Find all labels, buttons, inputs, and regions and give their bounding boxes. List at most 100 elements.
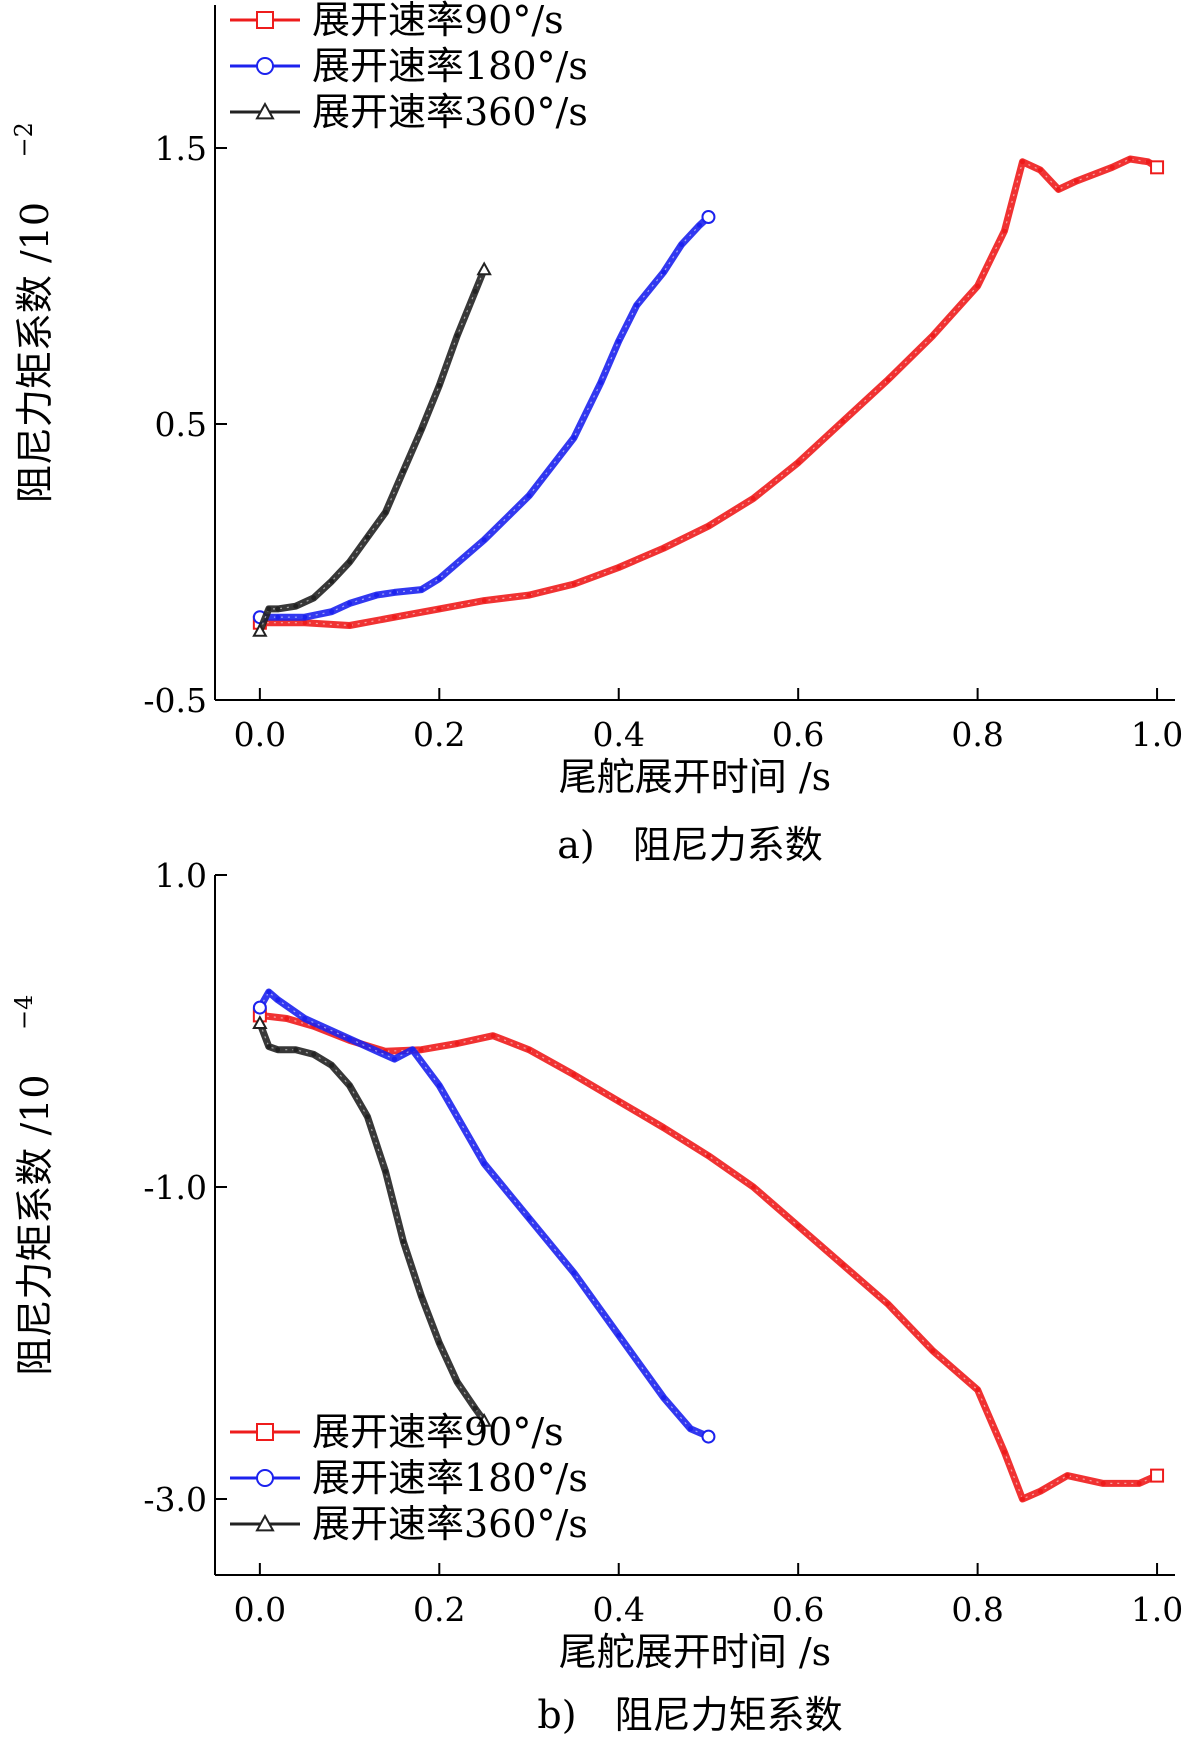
data-point (302, 620, 308, 626)
data-point (481, 1161, 487, 1167)
data-point (1037, 1488, 1043, 1494)
series-line (256, 265, 488, 635)
data-point (284, 1016, 290, 1022)
data-point (311, 1051, 317, 1057)
y-tick-label: 1.5 (155, 129, 207, 168)
triangle-marker (255, 101, 275, 120)
data-point (571, 1072, 577, 1078)
data-point (436, 576, 442, 582)
x-tick-label: 0.0 (234, 715, 286, 754)
data-point (1100, 1480, 1106, 1486)
data-point (436, 606, 442, 612)
data-point (1136, 1480, 1142, 1486)
square-marker (1150, 160, 1165, 175)
data-point (418, 1047, 424, 1053)
data-point (418, 427, 424, 433)
legend-item: 展开速率360°/s (230, 1502, 588, 1546)
data-point (400, 468, 406, 474)
data-point (1109, 164, 1115, 170)
data-point (275, 614, 281, 620)
x-tick-label: 1.0 (1131, 715, 1183, 754)
data-point (616, 565, 622, 571)
data-point (436, 382, 442, 388)
x-axis-title: 尾舵展开时间 /s (559, 755, 831, 799)
y-axis-exponent: −2 (10, 122, 38, 157)
data-point (1002, 228, 1008, 234)
x-tick-label: 0.6 (772, 715, 824, 754)
data-point (329, 578, 335, 584)
x-tick-label: 0.4 (592, 715, 644, 754)
data-point (347, 1036, 353, 1042)
data-point (1055, 186, 1061, 192)
data-point (490, 1033, 496, 1039)
data-point (293, 603, 299, 609)
square-marker (256, 11, 274, 29)
x-tick-label: 0.4 (592, 1590, 644, 1629)
data-point (661, 545, 667, 551)
data-point (975, 283, 981, 289)
data-point (365, 1114, 371, 1120)
data-point (1019, 1496, 1025, 1502)
y-tick-label: 1.0 (155, 856, 207, 895)
legend-label: 展开速率90°/s (312, 1410, 564, 1454)
series-line-hatch (259, 269, 485, 632)
data-point (1019, 159, 1025, 165)
data-point (454, 333, 460, 339)
data-point (679, 242, 685, 248)
data-point (373, 592, 379, 598)
data-point (526, 1047, 532, 1053)
data-point (526, 493, 532, 499)
data-point (1064, 1473, 1070, 1479)
data-point (391, 589, 397, 595)
data-point (571, 581, 577, 587)
x-tick-label: 0.8 (951, 1590, 1003, 1629)
legend-item: 展开速率180°/s (230, 1456, 588, 1500)
series-line (256, 155, 1161, 629)
data-point (472, 1406, 478, 1412)
y-axis-title: 阻尼力矩系数 /10 (13, 1074, 57, 1375)
series-line (256, 1011, 1161, 1503)
y-axis-title-group: 阻尼力矩系数 /10 −2 (10, 122, 57, 503)
data-point (526, 1215, 532, 1221)
data-point (347, 559, 353, 565)
data-point (329, 609, 335, 615)
data-point (391, 614, 397, 620)
data-point (266, 606, 272, 612)
data-point (347, 622, 353, 628)
data-point (661, 1125, 667, 1131)
data-point (930, 333, 936, 339)
data-point (400, 1239, 406, 1245)
legend-label: 展开速率90°/s (312, 0, 564, 42)
data-point (382, 1168, 388, 1174)
figure-caption: a) 阻尼力系数 (557, 823, 822, 867)
data-point (750, 1184, 756, 1190)
series-0 (252, 155, 1165, 630)
data-point (275, 1047, 281, 1053)
data-point (795, 1223, 801, 1229)
circle-marker (701, 210, 716, 224)
data-point (616, 1332, 622, 1338)
legend-item: 展开速率360°/s (230, 90, 588, 134)
legend-label: 展开速率360°/s (312, 90, 588, 134)
data-point (347, 1083, 353, 1089)
data-point (571, 435, 577, 441)
data-point (571, 1270, 577, 1276)
triangle-marker (476, 261, 492, 276)
y-tick-label: -3.0 (143, 1480, 207, 1519)
series-line-hatch (259, 158, 1158, 627)
triangle-marker (252, 1015, 268, 1029)
data-point (705, 523, 711, 529)
y-axis-exponent: −4 (10, 995, 38, 1030)
data-point (840, 1262, 846, 1268)
y-tick-label: -1.0 (143, 1168, 207, 1207)
x-tick-label: 0.8 (951, 715, 1003, 754)
chart-panel-b: 0.0 0.2 0.4 0.6 0.8 1.0 1.0 -1.0 -3.0 尾舵展开时间 /s 阻尼… (10, 856, 1183, 1737)
data-point (329, 1062, 335, 1068)
data-point (1145, 159, 1151, 165)
data-point (696, 222, 702, 228)
legend-label: 展开速率180°/s (312, 44, 588, 88)
circle-marker (256, 1469, 274, 1487)
y-tick-label: -0.5 (143, 681, 207, 720)
